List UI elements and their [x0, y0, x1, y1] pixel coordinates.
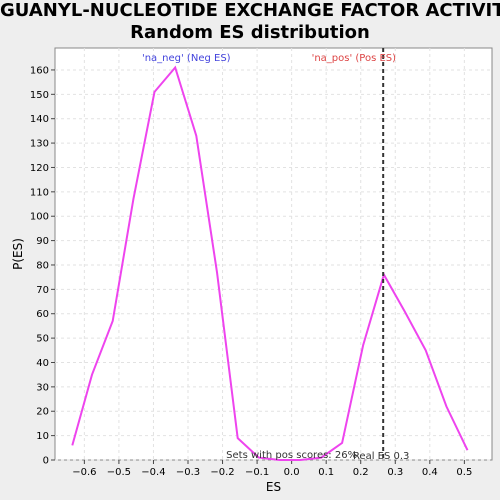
- y-tick-label: 130: [30, 139, 49, 150]
- real-es-label: Real ES 0.3: [353, 451, 409, 462]
- x-tick-label: −0.6: [72, 467, 96, 478]
- x-axis: −0.6 −0.5 −0.4 −0.3 −0.2 −0.1 0.0 0.1 0.2 0.3 0.4 0…: [72, 460, 472, 478]
- y-axis-label: P(ES): [11, 238, 25, 270]
- x-tick-label: 0.0: [284, 467, 300, 478]
- y-tick-label: 30: [36, 382, 49, 393]
- es-distribution-line: [71, 65, 469, 461]
- x-axis-label: ES: [266, 480, 281, 494]
- y-tick-label: 50: [36, 334, 49, 345]
- y-tick-label: 100: [30, 212, 49, 223]
- y-tick-label: 0: [43, 456, 49, 467]
- y-tick-label: 120: [30, 163, 49, 174]
- y-tick-label: 110: [30, 187, 49, 198]
- x-tick-label: −0.4: [141, 467, 165, 478]
- x-tick-label: −0.1: [245, 467, 269, 478]
- y-tick-label: 150: [30, 90, 49, 101]
- pos-scores-annotation: Sets with pos scores: 26%: [226, 450, 357, 461]
- x-tick-label: 0.1: [318, 467, 334, 478]
- x-tick-label: 0.2: [353, 467, 369, 478]
- y-axis: 0 10 20 30 40 50 60 70 80 90 100 110 120 130 140 150 160: [30, 65, 55, 467]
- y-tick-label: 20: [36, 407, 49, 418]
- y-tick-label: 40: [36, 358, 49, 369]
- x-tick-label: −0.3: [176, 467, 200, 478]
- y-tick-label: 80: [36, 260, 49, 271]
- chart-title-line-2: Random ES distribution: [130, 22, 370, 43]
- x-tick-label: −0.2: [210, 467, 234, 478]
- y-tick-label: 60: [36, 309, 49, 320]
- y-tick-label: 160: [30, 65, 49, 76]
- chart-title: GUANYL-NUCLEOTIDE EXCHANGE FACTOR ACTIVI…: [0, 0, 500, 44]
- y-tick-label: 90: [36, 236, 49, 247]
- y-tick-label: 10: [36, 431, 49, 442]
- plot-area: [54, 47, 493, 461]
- x-tick-label: 0.3: [387, 467, 403, 478]
- x-tick-label: 0.5: [456, 467, 472, 478]
- y-tick-label: 140: [30, 114, 49, 125]
- x-tick-label: 0.4: [422, 467, 438, 478]
- y-tick-label: 70: [36, 285, 49, 296]
- chart-title-line-1: GUANYL-NUCLEOTIDE EXCHANGE FACTOR ACTIVI…: [0, 0, 500, 21]
- x-tick-label: −0.5: [107, 467, 131, 478]
- grid: [55, 48, 492, 461]
- legend-pos: 'na_pos' (Pos ES): [312, 53, 397, 64]
- legend-neg: 'na_neg' (Neg ES): [142, 53, 231, 64]
